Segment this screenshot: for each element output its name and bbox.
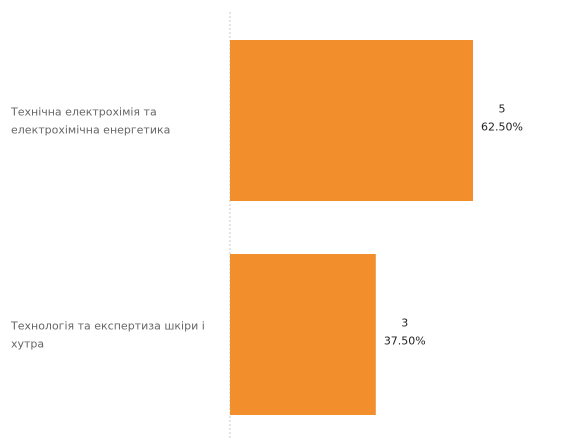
category-label-line: хутра (11, 338, 44, 351)
data-label-percent-1: 62.50% (481, 121, 523, 134)
bar-2 (230, 254, 376, 415)
category-label-2: Технологія та експертиза шкіри і хутра (10, 320, 205, 351)
category-label-1: Технічна електрохімія та електрохімічна е… (10, 106, 170, 137)
bar-1 (230, 40, 473, 201)
category-label-line: електрохімічна енергетика (11, 124, 170, 137)
data-label-value-2: 3 (401, 317, 408, 330)
category-labels: Технічна електрохімія та електрохімічна е… (10, 106, 205, 351)
category-label-line: Технологія та експертиза шкіри і (10, 320, 205, 333)
data-label-value-1: 5 (499, 103, 506, 116)
value-labels: 5 62.50% 3 37.50% (384, 103, 523, 348)
category-label-line: Технічна електрохімія та (10, 106, 157, 119)
bars-layer (230, 40, 473, 415)
data-label-percent-2: 37.50% (384, 335, 426, 348)
